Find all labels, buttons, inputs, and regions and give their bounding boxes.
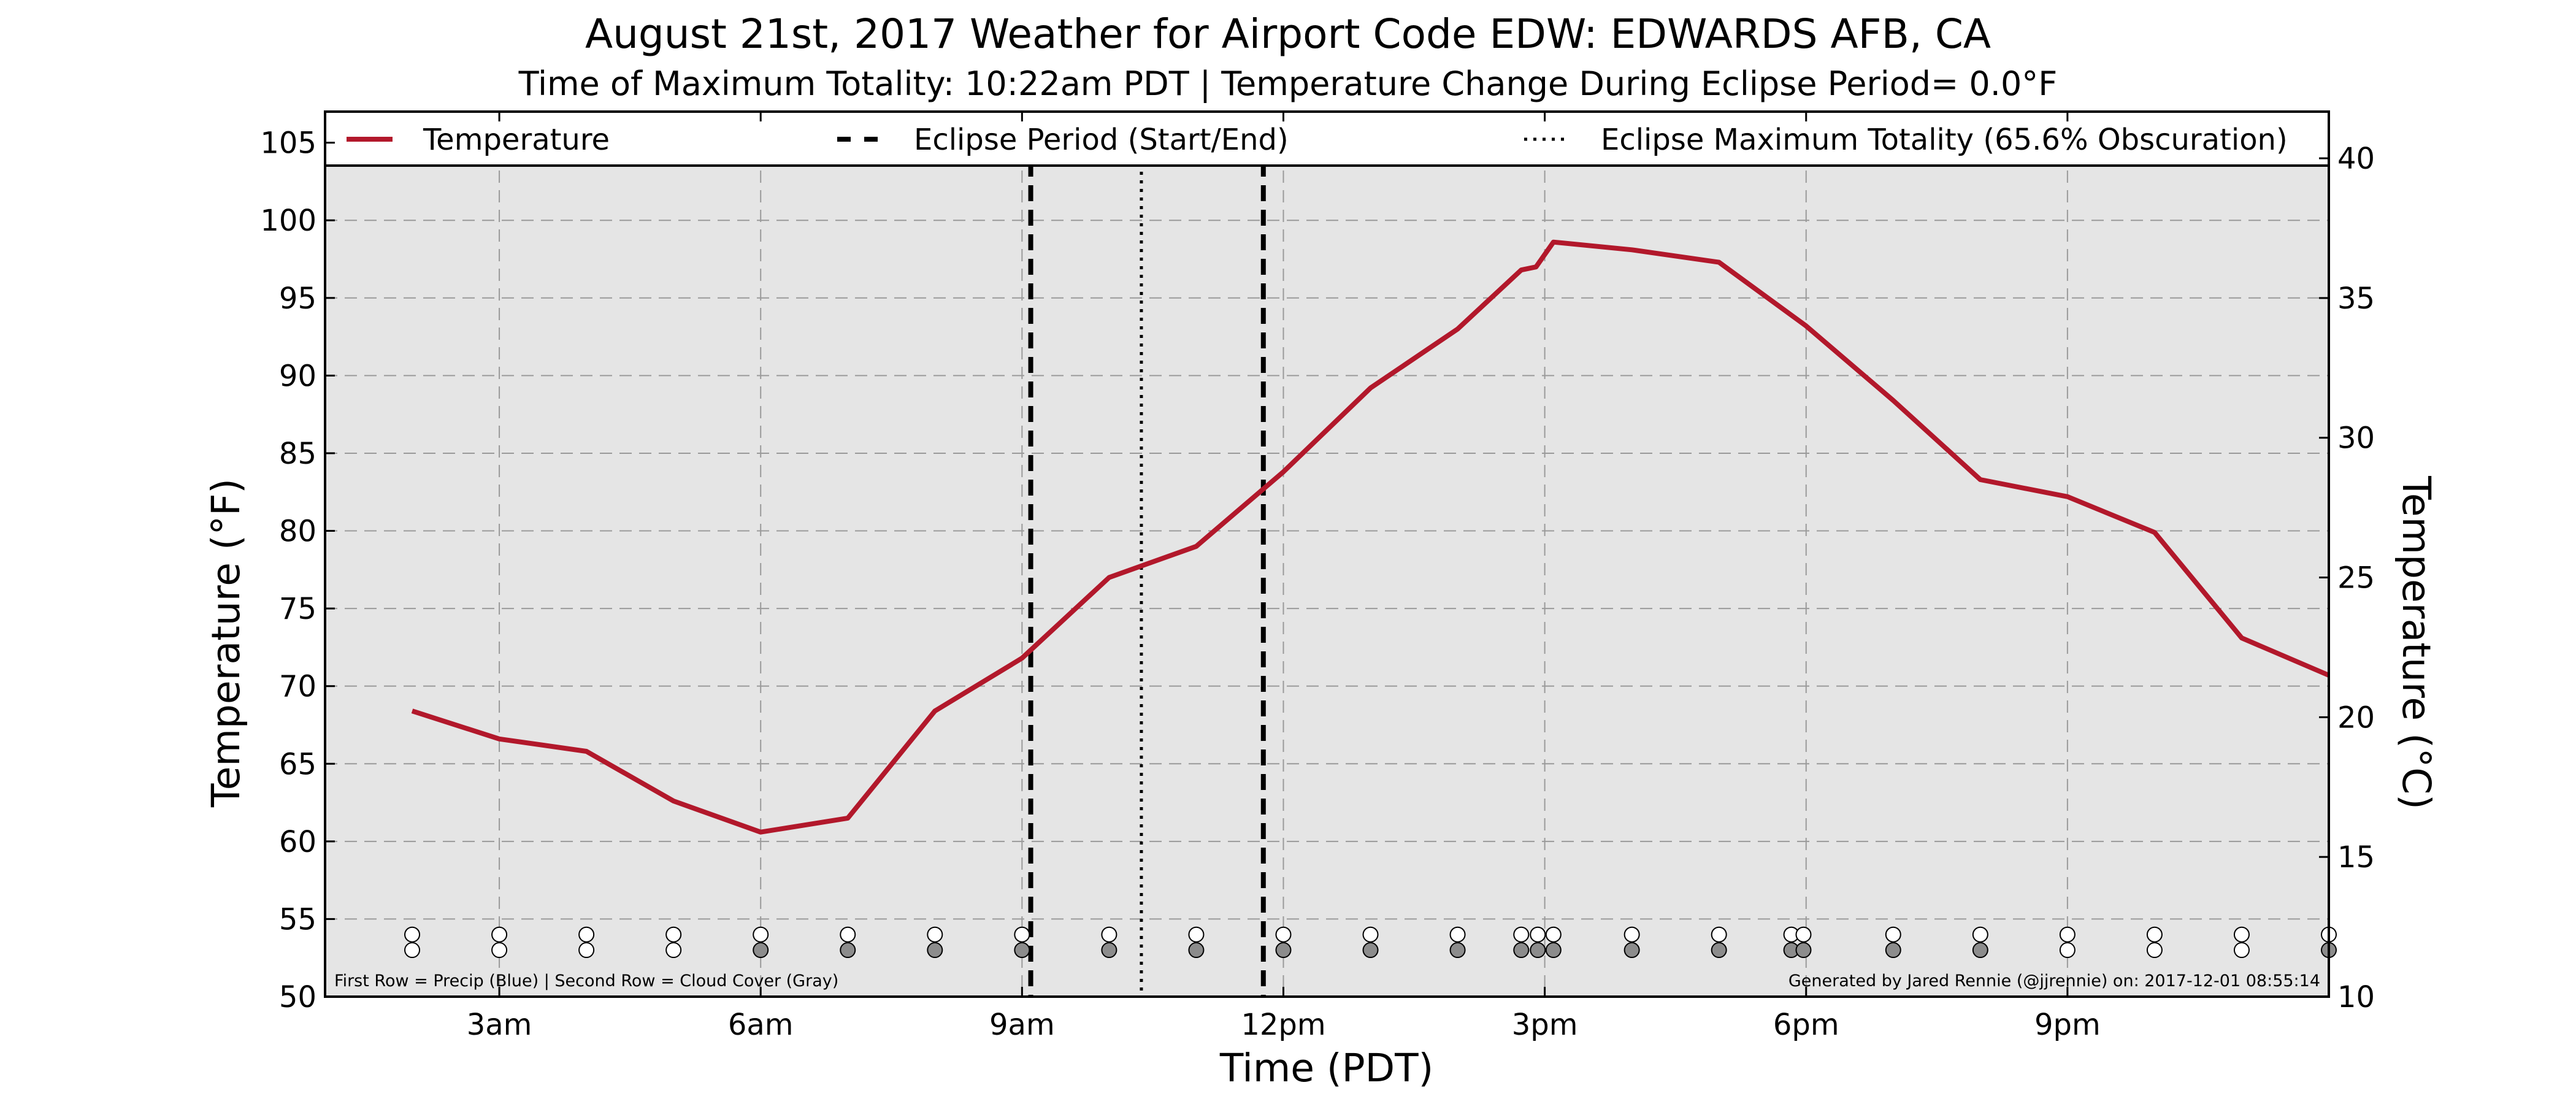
y-tick-label: 100 [260,204,316,238]
y-tick-label: 85 [279,437,316,471]
precip-marker [1188,926,1205,943]
cloud-cover-marker [1530,942,1546,959]
cloud-cover-marker [665,942,682,959]
precip-marker [1885,926,1901,943]
y-axis-left: 50 55 60 65 70 75 80 85 90 95 100 105 [260,126,335,1014]
temperature-series [411,239,2330,835]
y-axis-right: 10 15 20 25 30 35 40 [2319,142,2375,1014]
y-tick-label: 90 [279,359,316,393]
y-tick-label: 80 [279,515,316,549]
cloud-cover-marker [1275,942,1292,959]
precip-marker [1711,926,1727,943]
cloud-cover-marker [1362,942,1379,959]
cloud-cover-marker [1972,942,1988,959]
y-tick-label: 70 [279,670,316,704]
x-axis-label: Time (PDT) [1219,1046,1433,1091]
chart-subtitle: Time of Maximum Totality: 10:22am PDT | … [518,64,2058,103]
cloud-cover-marker [927,942,943,959]
cloud-cover-marker [1623,942,1640,959]
x-tick-label: 6am [728,1008,794,1042]
x-tick-label: 3am [467,1008,532,1042]
precip-marker [753,926,769,943]
generated-by-note: Generated by Jared Rennie (@jjrennie) on… [1788,972,2320,991]
y-tick-label: 65 [279,747,316,781]
y-tick-label: 60 [279,825,316,859]
precip-marker [404,926,421,943]
cloud-cover-marker [1795,942,1812,959]
x-tick-label: 3pm [1512,1008,1578,1042]
precip-marker [927,926,943,943]
y-tick-label: 75 [279,592,316,626]
cloud-cover-marker [1545,942,1562,959]
cloud-cover-marker [1188,942,1205,959]
y-tick-label: 105 [260,126,316,161]
y-tick-label: 50 [279,980,316,1014]
precip-marker [1795,926,1812,943]
cloud-cover-marker [578,942,595,959]
y2-axis-label: Temperature (°C) [2394,475,2439,810]
cloud-cover-marker [1101,942,1117,959]
cloud-cover-marker [2059,942,2076,959]
observation-markers [404,926,2337,959]
y2-tick-label: 25 [2337,561,2375,596]
y-tick-label: 95 [279,282,316,316]
cloud-cover-marker [2233,942,2250,959]
y2-tick-label: 40 [2337,142,2375,176]
y2-tick-label: 30 [2337,421,2375,456]
legend-box [324,110,2330,167]
precip-marker [1513,926,1530,943]
eclipse-lines [1028,112,1266,997]
x-tick-label: 9pm [2034,1008,2101,1042]
legend: Temperature Eclipse Period (Start/End) Ecl… [324,110,2330,167]
precip-marker [2233,926,2250,943]
x-tick-label: 12pm [1241,1008,1325,1042]
cloud-cover-marker [840,942,856,959]
y-axis-label: Temperature (°F) [204,478,248,808]
precip-marker [1530,926,1546,943]
plot-frame [324,110,2330,998]
precip-marker [491,926,508,943]
cloud-cover-marker [1014,942,1030,959]
precip-marker [1545,926,1562,943]
precip-marker [1972,926,1988,943]
x-tick-label: 6pm [1773,1008,1839,1042]
cloud-cover-marker [404,942,421,959]
y-tick-label: 55 [279,902,316,937]
cloud-cover-marker [1711,942,1727,959]
precip-marker [1362,926,1379,943]
precip-marker [1623,926,1640,943]
legend-label: Eclipse Maximum Totality (65.6% Obscurat… [1601,123,2288,157]
cloud-cover-marker [753,942,769,959]
cloud-cover-marker [2146,942,2163,959]
cloud-cover-marker [1885,942,1901,959]
legend-label: Eclipse Period (Start/End) [914,123,1289,157]
cloud-cover-marker [1449,942,1466,959]
precip-cloud-note: First Row = Precip (Blue) | Second Row =… [334,972,838,991]
temperature-line [411,239,2330,835]
y2-tick-label: 10 [2337,980,2375,1014]
legend-label: Temperature [423,123,610,157]
y2-tick-label: 15 [2337,840,2375,875]
precip-marker [1014,926,1030,943]
chart-title: August 21st, 2017 Weather for Airport Co… [585,10,1991,58]
y2-tick-label: 20 [2337,700,2375,735]
x-axis: 3am 6am 9am 12pm 3pm 6pm 9pm [467,112,2101,1042]
precip-marker [578,926,595,943]
precip-marker [2059,926,2076,943]
precip-marker [840,926,856,943]
precip-marker [1101,926,1117,943]
cloud-cover-marker [1513,942,1530,959]
precip-marker [2146,926,2163,943]
y2-tick-label: 35 [2337,282,2375,316]
plot-area [325,112,2329,997]
x-tick-label: 9am [989,1008,1055,1042]
precip-marker [1275,926,1292,943]
precip-marker [665,926,682,943]
cloud-cover-marker [491,942,508,959]
precip-marker [1449,926,1466,943]
